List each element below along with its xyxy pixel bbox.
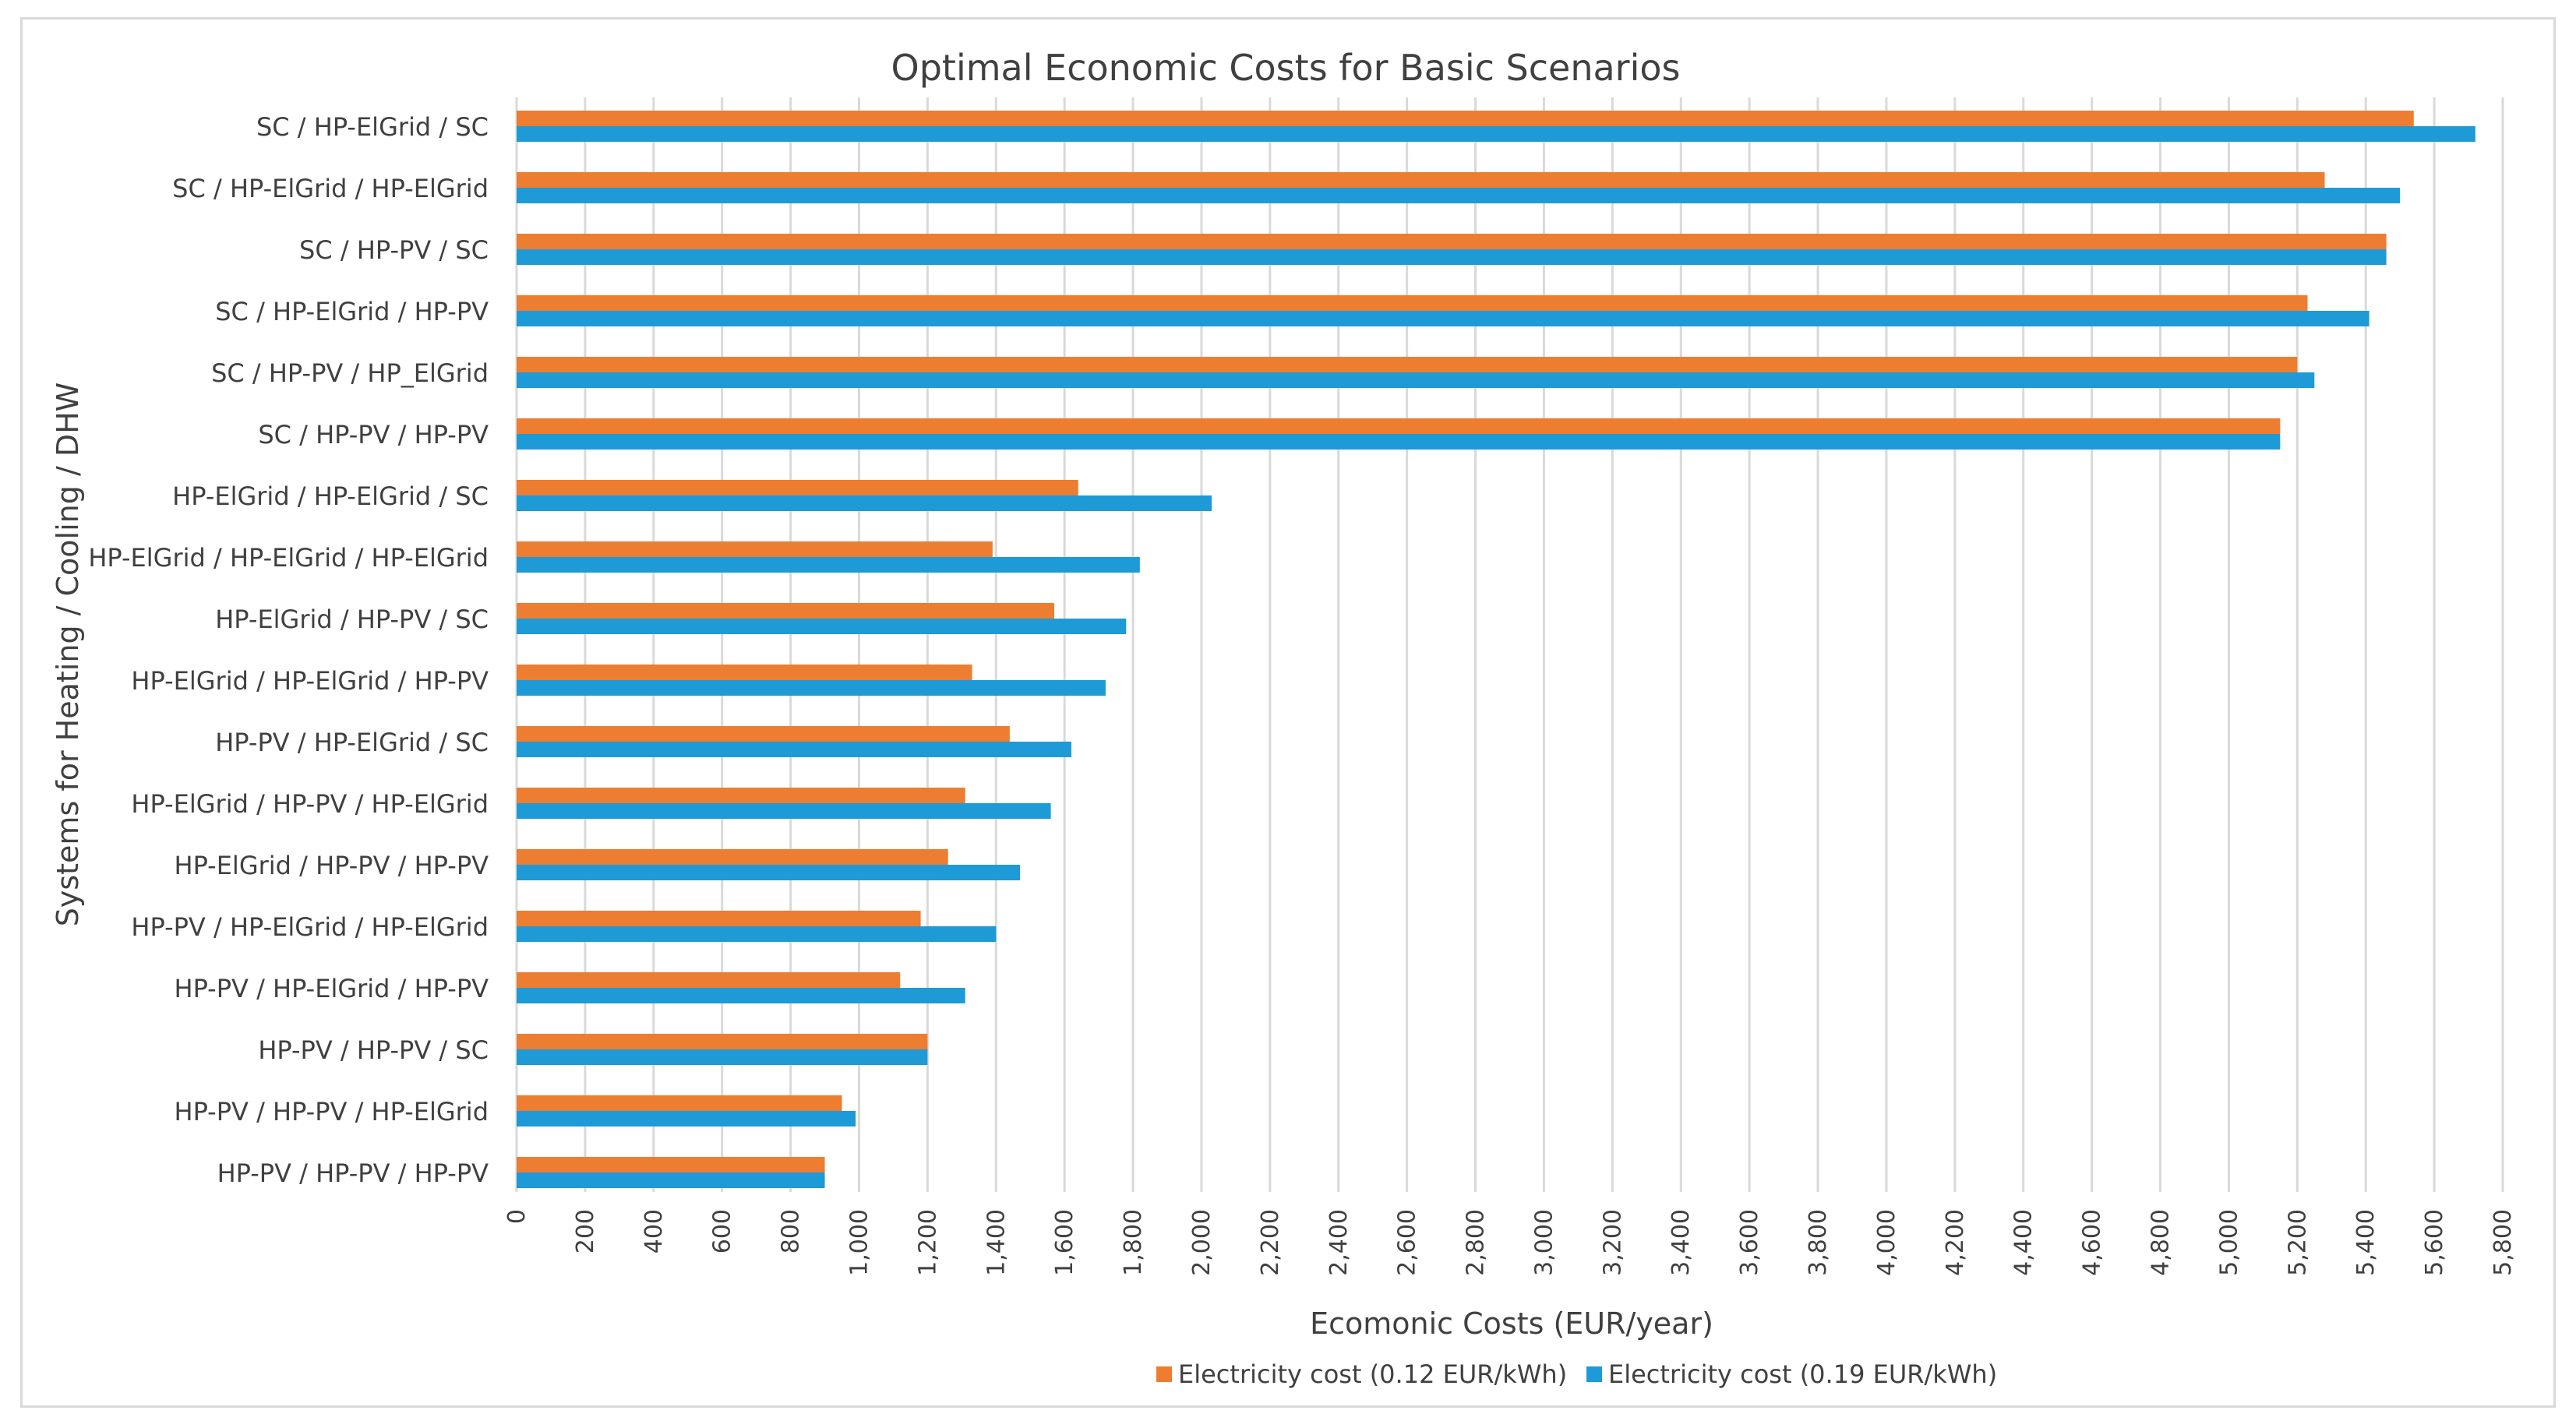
bar-s0-3 — [517, 295, 2308, 311]
bar-s0-11 — [517, 788, 965, 803]
x-tick-label: 4,200 — [1942, 1209, 1969, 1276]
bar-s1-10 — [517, 742, 1071, 757]
bar-s0-8 — [517, 603, 1054, 619]
x-tick-label: 1,800 — [1120, 1209, 1147, 1276]
category-label: HP-ElGrid / HP-PV / HP-ElGrid — [131, 789, 489, 819]
x-tick-label: 5,000 — [2215, 1209, 2243, 1276]
bar-s1-3 — [517, 311, 2370, 326]
category-label: SC / HP-PV / HP-PV — [258, 420, 489, 450]
bar-s0-4 — [517, 357, 2298, 372]
bar-s1-1 — [517, 188, 2401, 203]
bar-s0-7 — [517, 541, 993, 557]
x-tick-label: 4,000 — [1873, 1209, 1900, 1276]
x-tick-label: 1,400 — [983, 1209, 1010, 1276]
x-tick-label: 2,400 — [1325, 1209, 1353, 1276]
bar-s1-8 — [517, 619, 1127, 634]
category-label: SC / HP-ElGrid / HP-ElGrid — [172, 174, 489, 203]
category-label: HP-ElGrid / HP-ElGrid / HP-ElGrid — [88, 543, 489, 573]
x-tick-label: 2,800 — [1463, 1209, 1490, 1276]
x-tick-label: 5,400 — [2352, 1209, 2380, 1276]
x-tick-label: 2,600 — [1394, 1209, 1421, 1276]
y-axis-title: Systems for Heating / Cooling / DHW — [51, 383, 85, 927]
x-axis-title: Ecomonic Costs (EUR/year) — [1310, 1306, 1713, 1341]
x-tick-label: 2,200 — [1257, 1209, 1284, 1276]
x-tick-label: 400 — [640, 1209, 668, 1253]
x-tick-label: 3,000 — [1530, 1209, 1558, 1276]
x-tick-label: 1,200 — [914, 1209, 941, 1276]
bar-s1-12 — [517, 865, 1021, 880]
bar-s0-10 — [517, 726, 1010, 742]
x-tick-label: 800 — [778, 1209, 805, 1253]
bar-s1-0 — [517, 126, 2475, 142]
x-tick-label: 1,600 — [1051, 1209, 1078, 1276]
category-label: HP-ElGrid / HP-PV / HP-PV — [175, 851, 489, 880]
bar-s0-1 — [517, 172, 2325, 188]
bar-s0-13 — [517, 911, 921, 926]
category-label: HP-ElGrid / HP-PV / SC — [215, 605, 489, 634]
category-label: HP-ElGrid / HP-ElGrid / HP-PV — [131, 666, 489, 696]
x-tick-label: 3,200 — [1599, 1209, 1626, 1276]
x-tick-label: 600 — [709, 1209, 736, 1253]
x-tick-label: 2,000 — [1188, 1209, 1216, 1276]
category-label: HP-PV / HP-PV / HP-ElGrid — [175, 1097, 489, 1127]
category-label: SC / HP-ElGrid / HP-PV — [215, 297, 489, 326]
category-label: SC / HP-PV / HP_ElGrid — [211, 358, 489, 388]
x-tick-label: 0 — [503, 1209, 531, 1224]
bar-s0-5 — [517, 418, 2281, 434]
x-tick-label: 3,600 — [1736, 1209, 1763, 1276]
bar-s0-0 — [517, 111, 2414, 126]
chart-title: Optimal Economic Costs for Basic Scenari… — [891, 47, 1681, 89]
x-tick-label: 3,400 — [1667, 1209, 1695, 1276]
category-label: HP-PV / HP-PV / HP-PV — [217, 1158, 489, 1188]
bar-s0-9 — [517, 665, 972, 680]
x-tick-label: 4,400 — [2010, 1209, 2038, 1276]
gridlines — [515, 97, 2504, 1192]
category-label: SC / HP-ElGrid / SC — [256, 112, 489, 142]
x-tick-label: 200 — [572, 1209, 599, 1253]
bar-s0-2 — [517, 234, 2387, 249]
category-label: HP-PV / HP-ElGrid / HP-ElGrid — [131, 912, 489, 942]
bar-s1-17 — [517, 1172, 825, 1188]
bar-s0-14 — [517, 972, 901, 988]
bar-s0-12 — [517, 849, 948, 865]
bar-s1-6 — [517, 495, 1212, 511]
bar-s1-2 — [517, 249, 2387, 265]
bar-s0-6 — [517, 480, 1078, 495]
category-label: HP-ElGrid / HP-ElGrid / SC — [172, 481, 489, 511]
bar-s0-15 — [517, 1034, 928, 1049]
legend-swatch-0 — [1156, 1366, 1172, 1382]
legend-swatch-1 — [1586, 1366, 1602, 1382]
chart-frame — [20, 17, 2556, 1408]
legend: Electricity cost (0.12 EUR/kWh) Electric… — [1156, 1359, 1997, 1389]
x-tick-label: 4,600 — [2079, 1209, 2106, 1276]
bar-s1-5 — [517, 434, 2281, 450]
x-tick-labels: 0 200 400 600 800 1,000 1,200 1,400 1,600 1,800 2,… — [503, 1209, 2517, 1276]
x-tick-label: 4,800 — [2147, 1209, 2175, 1276]
x-tick-label: 1,000 — [845, 1209, 873, 1276]
x-tick-label: 5,600 — [2421, 1209, 2448, 1276]
x-tick-label: 5,800 — [2490, 1209, 2517, 1276]
category-label: HP-PV / HP-PV / SC — [258, 1035, 489, 1065]
x-tick-label: 5,200 — [2284, 1209, 2311, 1276]
bar-s0-16 — [517, 1095, 842, 1111]
legend-label-0: Electricity cost (0.12 EUR/kWh) — [1178, 1359, 1567, 1389]
bar-s0-17 — [517, 1157, 825, 1172]
bar-s1-16 — [517, 1111, 856, 1127]
x-tick-label: 3,800 — [1805, 1209, 1832, 1276]
category-label: SC / HP-PV / SC — [299, 235, 489, 265]
category-label: HP-PV / HP-ElGrid / HP-PV — [175, 974, 489, 1003]
legend-label-1: Electricity cost (0.19 EUR/kWh) — [1608, 1359, 1997, 1389]
bar-s1-13 — [517, 926, 997, 942]
bar-s1-14 — [517, 988, 965, 1003]
category-labels: SC / HP-ElGrid / SC SC / HP-ElGrid / HP-E… — [88, 112, 489, 1188]
bar-s1-7 — [517, 557, 1140, 573]
bar-s1-15 — [517, 1049, 928, 1065]
bars — [517, 111, 2475, 1188]
category-label: HP-PV / HP-ElGrid / SC — [215, 728, 489, 757]
bar-s1-4 — [517, 372, 2315, 388]
bar-s1-9 — [517, 680, 1106, 696]
bar-s1-11 — [517, 803, 1051, 819]
